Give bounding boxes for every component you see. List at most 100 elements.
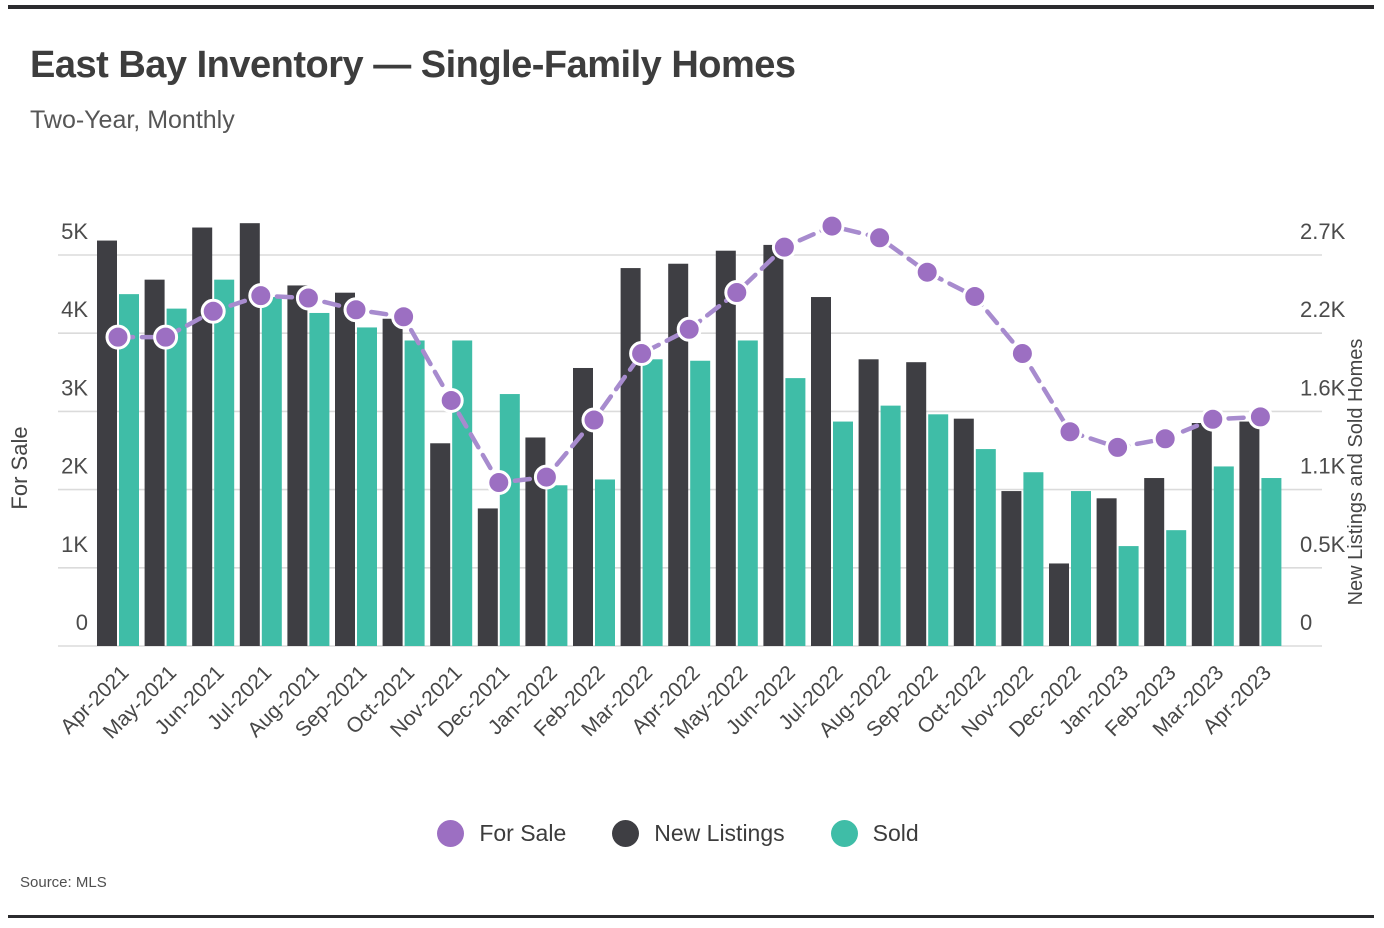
chart-title: East Bay Inventory — Single-Family Homes xyxy=(30,44,796,86)
bar-new-listings xyxy=(477,508,498,646)
bar-sold xyxy=(1166,530,1187,646)
bar-sold xyxy=(547,485,568,646)
right-axis-tick-label: 0 xyxy=(1300,610,1312,635)
bar-new-listings xyxy=(525,437,546,646)
for-sale-point xyxy=(724,280,750,306)
legend-item-new-listings: New Listings xyxy=(612,819,785,847)
bar-sold xyxy=(404,340,425,646)
for-sale-point xyxy=(533,464,559,490)
for-sale-point xyxy=(914,259,940,285)
bar-sold xyxy=(1118,546,1139,646)
bar-sold xyxy=(737,340,758,646)
for-sale-point xyxy=(867,225,893,251)
bar-new-listings xyxy=(715,250,736,647)
for-sale-point xyxy=(343,297,369,323)
bar-new-listings xyxy=(953,418,974,646)
bar-sold xyxy=(690,360,711,646)
bar-new-listings xyxy=(1049,563,1069,646)
bar-new-listings xyxy=(811,297,831,646)
left-axis-tick-label: 3K xyxy=(61,375,88,400)
bottom-border xyxy=(8,915,1374,918)
bar-sold xyxy=(1023,472,1044,646)
bar-new-listings xyxy=(763,244,784,647)
bar-new-listings xyxy=(668,263,689,646)
for-sale-point xyxy=(1200,406,1226,432)
for-sale-point xyxy=(1247,404,1273,430)
bar-sold xyxy=(595,479,615,646)
bar-sold xyxy=(1213,466,1234,646)
bar-sold xyxy=(119,294,139,646)
right-axis-tick-label: 0.5K xyxy=(1300,532,1346,557)
bar-new-listings xyxy=(97,240,117,646)
bar-sold xyxy=(166,308,187,646)
for-sale-point xyxy=(1057,419,1083,445)
bar-new-listings xyxy=(239,223,260,646)
bar-new-listings xyxy=(1191,423,1212,646)
right-axis-tick-label: 2.2K xyxy=(1300,297,1346,322)
for-sale-point xyxy=(629,341,655,367)
chart-subtitle: Two-Year, Monthly xyxy=(30,106,235,134)
for-sale-point xyxy=(1152,426,1178,452)
left-axis-tick-label: 0 xyxy=(76,610,88,635)
legend-item-for-sale: For Sale xyxy=(437,819,567,847)
right-axis-tick-label: 1.1K xyxy=(1300,454,1346,479)
bar-new-listings xyxy=(620,268,641,646)
for-sale-point xyxy=(486,470,512,496)
bar-sold xyxy=(261,297,282,646)
right-axis-title: New Listings and Sold Homes xyxy=(1345,339,1367,606)
bar-sold xyxy=(452,340,473,646)
legend-label: Sold xyxy=(872,819,919,846)
bar-new-listings xyxy=(382,318,403,646)
for-sale-point xyxy=(248,283,274,309)
left-axis-tick-label: 5K xyxy=(61,219,88,244)
for-sale-point xyxy=(438,387,464,413)
bar-new-listings xyxy=(287,285,308,646)
for-sale-point xyxy=(962,283,988,309)
right-axis-tick-label: 2.7K xyxy=(1300,219,1346,244)
bar-sold xyxy=(833,421,853,646)
bar-sold xyxy=(785,378,806,646)
bar-sold xyxy=(357,327,377,646)
bar-sold xyxy=(499,394,520,646)
for-sale-point xyxy=(295,285,321,311)
top-border xyxy=(8,5,1374,9)
left-axis-tick-label: 2K xyxy=(61,454,88,479)
bar-new-listings xyxy=(1096,498,1117,646)
bar-sold xyxy=(1261,478,1282,646)
legend-label: New Listings xyxy=(654,819,785,846)
bar-new-listings xyxy=(858,359,879,646)
legend-dot-icon xyxy=(437,819,465,847)
bar-sold xyxy=(214,279,235,646)
legend-item-sold: Sold xyxy=(830,819,919,847)
for-sale-point xyxy=(581,407,607,433)
bar-sold xyxy=(975,449,996,646)
bar-new-listings xyxy=(906,362,927,646)
for-sale-point xyxy=(200,298,226,324)
for-sale-point xyxy=(1105,434,1131,460)
bar-sold xyxy=(880,405,901,646)
for-sale-point xyxy=(1009,341,1035,367)
bar-new-listings xyxy=(192,227,213,646)
bar-new-listings xyxy=(144,279,165,646)
legend-label: For Sale xyxy=(479,819,567,846)
bar-sold xyxy=(1071,491,1091,646)
chart-legend: For Sale New Listings Sold xyxy=(0,806,1384,860)
legend-dot-icon xyxy=(830,819,858,847)
for-sale-point xyxy=(676,316,702,342)
for-sale-point xyxy=(391,304,417,330)
bar-new-listings xyxy=(1001,491,1022,646)
left-axis-title: For Sale xyxy=(7,426,32,509)
bar-new-listings xyxy=(335,292,355,646)
bar-sold xyxy=(642,359,663,646)
left-axis-tick-label: 1K xyxy=(61,532,88,557)
legend-dot-icon xyxy=(612,819,640,847)
bar-new-listings xyxy=(1144,478,1165,646)
bar-new-listings xyxy=(1239,421,1260,646)
for-sale-point xyxy=(771,234,797,260)
for-sale-point xyxy=(105,324,131,350)
left-axis-tick-label: 4K xyxy=(61,297,88,322)
bar-sold xyxy=(928,414,949,646)
for-sale-point xyxy=(819,213,845,239)
for-sale-point xyxy=(153,324,179,350)
